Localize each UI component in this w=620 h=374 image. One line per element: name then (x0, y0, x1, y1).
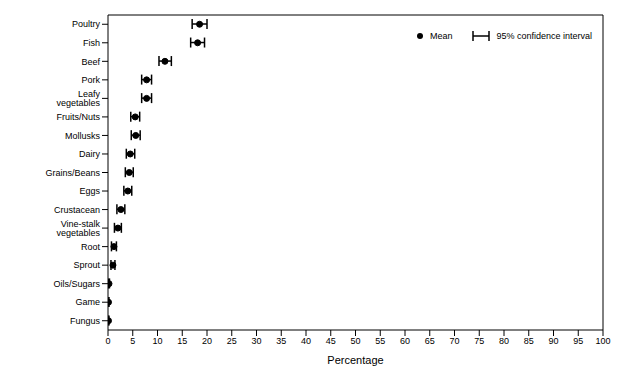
svg-text:85: 85 (524, 336, 534, 346)
svg-text:60: 60 (400, 336, 410, 346)
svg-text:Beef: Beef (81, 57, 100, 67)
svg-text:Sprout: Sprout (73, 260, 100, 270)
svg-text:Oils/Sugars: Oils/Sugars (53, 279, 100, 289)
svg-text:15: 15 (177, 336, 187, 346)
svg-text:Eggs: Eggs (79, 186, 100, 196)
svg-text:Leafyvegetables: Leafyvegetables (56, 89, 100, 108)
svg-text:Percentage: Percentage (327, 354, 383, 366)
svg-text:Mollusks: Mollusks (65, 131, 101, 141)
svg-text:80: 80 (499, 336, 509, 346)
html-text:Mean: Mean (429, 31, 453, 41)
svg-text:25: 25 (227, 336, 237, 346)
svg-text:Fish: Fish (83, 38, 100, 48)
svg-text:30: 30 (251, 336, 261, 346)
svg-text:Poultry: Poultry (72, 19, 101, 29)
svg-text:40: 40 (301, 336, 311, 346)
svg-text:5: 5 (130, 336, 135, 346)
svg-text:70: 70 (449, 336, 459, 346)
svg-text:20: 20 (202, 336, 212, 346)
svg-text:10: 10 (152, 336, 162, 346)
svg-text:45: 45 (326, 336, 336, 346)
svg-text:95: 95 (573, 336, 583, 346)
svg-text:Dairy: Dairy (79, 149, 101, 159)
svg-text:100: 100 (595, 336, 610, 346)
svg-text:Fungus: Fungus (70, 316, 101, 326)
svg-text:35: 35 (276, 336, 286, 346)
svg-text:Crustacean: Crustacean (54, 205, 100, 215)
svg-text:Grains/Beans: Grains/Beans (45, 168, 100, 178)
svg-text:65: 65 (425, 336, 435, 346)
svg-text:Game: Game (75, 297, 100, 307)
svg-text:Fruits/Nuts: Fruits/Nuts (56, 112, 100, 122)
svg-text:55: 55 (375, 336, 385, 346)
svg-text:75: 75 (474, 336, 484, 346)
svg-text:50: 50 (350, 336, 360, 346)
svg-text:Pork: Pork (81, 75, 100, 85)
svg-text:Vine-stalkvegetables: Vine-stalkvegetables (56, 219, 100, 238)
svg-text:0: 0 (105, 336, 110, 346)
svg-text:Root: Root (81, 242, 101, 252)
svg-text:90: 90 (548, 336, 558, 346)
html-text:95% confidence interval: 95% confidence interval (496, 31, 592, 41)
